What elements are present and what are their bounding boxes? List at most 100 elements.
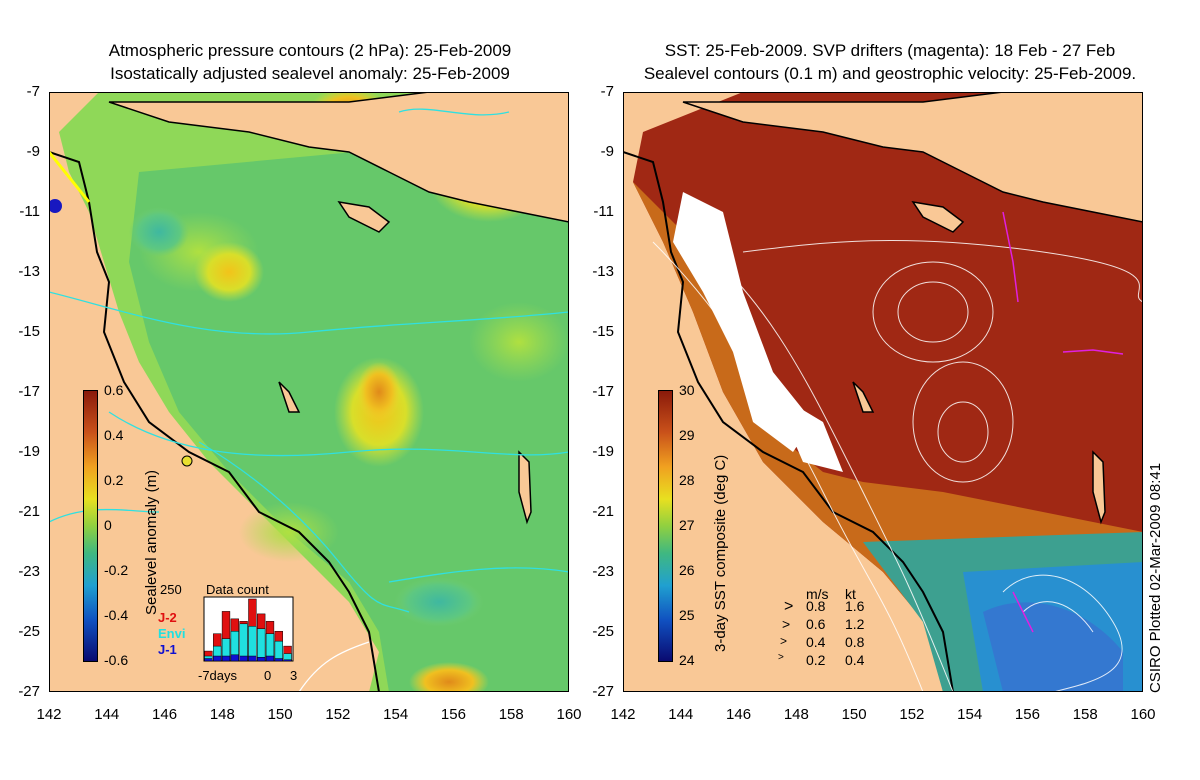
right-title-line1: SST: 25-Feb-2009. SVP drifters (magenta)… — [664, 41, 1116, 60]
colorbar-tick-label: 30 — [679, 382, 695, 398]
y-tick-label: -21 — [18, 503, 40, 520]
x-tick-label: 154 — [383, 706, 409, 723]
data-count-histogram — [203, 596, 294, 662]
y-tick-label: -27 — [18, 683, 40, 700]
left-title-line2: Isostatically adjusted sealevel anomaly:… — [110, 64, 510, 83]
x-tick-label: 158 — [1072, 706, 1098, 723]
x-tick-label: 152 — [325, 706, 351, 723]
left-colorbar — [83, 390, 98, 662]
histogram-bar-j1 — [257, 657, 266, 662]
y-tick-label: -17 — [18, 383, 40, 400]
y-tick-label: -13 — [592, 263, 614, 280]
velocity-kt-value: 0.8 — [845, 634, 865, 650]
y-tick-label: -9 — [600, 143, 614, 160]
histogram-bar-j1 — [239, 655, 248, 662]
colorbar-tick-label: 0.6 — [104, 382, 124, 398]
x-tick-label: 150 — [267, 706, 293, 723]
velocity-arrow-icon: > — [778, 652, 784, 663]
inset-x-label-zero: 0 — [264, 668, 272, 683]
left-colorbar-title: Sealevel anomaly (m) — [143, 469, 160, 615]
x-tick-label: 152 — [899, 706, 925, 723]
legend-entry: J-1 — [158, 642, 177, 657]
right-colorbar — [658, 390, 673, 662]
x-tick-label: 148 — [783, 706, 809, 723]
x-tick-label: 146 — [152, 706, 178, 723]
velocity-header-kt: kt — [845, 586, 856, 602]
y-tick-label: -19 — [592, 443, 614, 460]
y-tick-label: -13 — [18, 263, 40, 280]
legend-entry: J-2 — [158, 610, 177, 625]
credit-text: CSIRO Plotted 02-Mar-2009 08:41 — [1147, 462, 1164, 693]
x-tick-label: 160 — [1130, 706, 1156, 723]
velocity-kt-value: 1.2 — [845, 616, 865, 632]
inset-x-label-end: 3 — [290, 668, 298, 683]
colorbar-tick-label: 25 — [679, 607, 695, 623]
x-tick-label: 156 — [1014, 706, 1040, 723]
inset-ymax: 250 — [160, 582, 182, 597]
inset-x-label-start: -7days — [198, 668, 238, 683]
velocity-arrow-icon: > — [784, 598, 794, 615]
colorbar-tick-label: -0.6 — [104, 652, 129, 668]
y-tick-label: -11 — [593, 203, 614, 220]
histogram-bar-envi — [274, 640, 283, 662]
colorbar-tick-label: 28 — [679, 472, 695, 488]
x-tick-label: 148 — [209, 706, 235, 723]
colorbar-tick-label: 26 — [679, 562, 695, 578]
colorbar-tick-label: 27 — [679, 517, 695, 533]
colorbar-tick-label: 0.2 — [104, 472, 124, 488]
colorbar-tick-label: 29 — [679, 427, 695, 443]
histogram-bar-j1 — [230, 654, 239, 662]
colorbar-tick-label: -0.2 — [104, 562, 129, 578]
y-tick-label: -15 — [592, 323, 614, 340]
histogram-bar-j1 — [213, 655, 222, 662]
right-title-line2: Sealevel contours (0.1 m) and geostrophi… — [643, 64, 1137, 83]
histogram-bar-j1 — [283, 659, 292, 662]
velocity-ms-value: 0.2 — [806, 652, 826, 668]
colorbar-tick-label: 0.4 — [104, 427, 124, 443]
y-tick-label: -19 — [18, 443, 40, 460]
y-tick-label: -17 — [592, 383, 614, 400]
velocity-ms-value: 0.8 — [806, 598, 826, 614]
velocity-ms-value: 0.4 — [806, 634, 826, 650]
legend-entry: Envi — [158, 626, 186, 641]
left-title-line1: Atmospheric pressure contours (2 hPa): 2… — [108, 41, 512, 60]
velocity-arrow-icon: > — [782, 616, 791, 632]
right-colorbar-title: 3-day SST composite (deg C) — [712, 454, 729, 652]
y-tick-label: -25 — [592, 623, 614, 640]
y-tick-label: -23 — [18, 563, 40, 580]
velocity-arrow-icon: > — [780, 634, 788, 648]
y-tick-label: -11 — [19, 203, 40, 220]
y-tick-label: -21 — [592, 503, 614, 520]
inset-title: Data count — [206, 582, 269, 597]
colorbar-tick-label: -0.4 — [104, 607, 129, 623]
y-tick-label: -23 — [592, 563, 614, 580]
histogram-bar-j1 — [204, 658, 213, 662]
histogram-bar-j1 — [265, 655, 275, 662]
y-tick-label: -25 — [18, 623, 40, 640]
x-tick-label: 146 — [726, 706, 752, 723]
x-tick-label: 142 — [36, 706, 62, 723]
histogram-bar-envi — [257, 628, 266, 662]
y-tick-label: -9 — [26, 143, 40, 160]
histogram-bar-j1 — [221, 655, 231, 662]
right-map — [623, 92, 1143, 692]
x-tick-label: 158 — [498, 706, 524, 723]
colorbar-tick-label: 0 — [104, 517, 112, 533]
velocity-kt-value: 0.4 — [845, 652, 865, 668]
y-tick-label: -15 — [18, 323, 40, 340]
y-tick-label: -27 — [592, 683, 614, 700]
histogram-bar-j1 — [248, 655, 257, 662]
x-tick-label: 144 — [94, 706, 120, 723]
velocity-kt-value: 1.6 — [845, 598, 865, 614]
left-map — [49, 92, 569, 692]
x-tick-label: 144 — [668, 706, 694, 723]
colorbar-tick-label: 24 — [679, 652, 695, 668]
x-tick-label: 154 — [957, 706, 983, 723]
y-tick-label: -7 — [600, 83, 614, 100]
x-tick-label: 150 — [841, 706, 867, 723]
histogram-bar-j1 — [274, 658, 283, 662]
x-tick-label: 156 — [440, 706, 466, 723]
velocity-ms-value: 0.6 — [806, 616, 826, 632]
histogram-bar-envi — [239, 623, 248, 662]
x-tick-label: 160 — [556, 706, 582, 723]
